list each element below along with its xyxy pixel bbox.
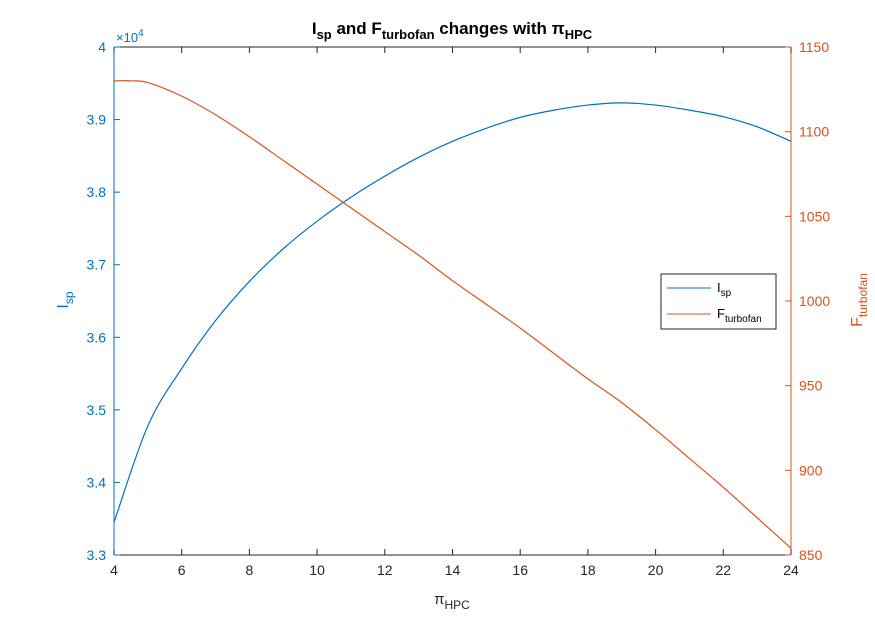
- x-tick-label: 14: [445, 562, 461, 578]
- x-tick-label: 18: [580, 562, 596, 578]
- x-tick-label: 12: [377, 562, 393, 578]
- right-axis-label: Fturbofan: [849, 273, 870, 327]
- x-tick-label: 4: [110, 562, 118, 578]
- left-tick-label: 3.6: [87, 329, 107, 345]
- x-tick-label: 8: [246, 562, 254, 578]
- left-tick-label: 4: [98, 39, 106, 55]
- legend: Isp Fturbofan: [660, 273, 777, 330]
- right-tick-label: 900: [799, 462, 823, 478]
- right-tick-label: 950: [799, 378, 823, 394]
- axis-ticks: 4 6 8 10 12 14 16 18 20 22 24 3.3 3.4 3.5 3.6 3.7 3.8 3.9…: [87, 39, 831, 578]
- legend-box: [660, 273, 777, 330]
- left-tick-label: 3.3: [87, 547, 107, 563]
- x-tick-label: 16: [512, 562, 528, 578]
- x-tick-label: 10: [309, 562, 325, 578]
- left-axis-exponent: ×104: [116, 28, 144, 45]
- left-tick-label: 3.5: [87, 402, 107, 418]
- chart-title: Isp and Fturbofan changes with πHPC: [312, 19, 593, 42]
- right-tick-label: 1000: [799, 293, 830, 309]
- x-tick-label: 22: [716, 562, 732, 578]
- x-axis-label: πHPC: [434, 591, 470, 612]
- right-tick-label: 850: [799, 547, 823, 563]
- series-line-isp: [113, 102, 792, 523]
- left-axis-label: Isp: [55, 291, 76, 308]
- series-layer: [113, 80, 792, 549]
- right-tick-label: 1050: [799, 208, 830, 224]
- x-tick-label: 24: [783, 562, 799, 578]
- right-tick-label: 1150: [799, 39, 829, 55]
- left-tick-label: 3.7: [87, 257, 107, 273]
- left-tick-label: 3.8: [87, 184, 107, 200]
- x-tick-label: 6: [178, 562, 186, 578]
- legend-label-f: Fturbofan: [717, 306, 762, 325]
- left-tick-label: 3.4: [87, 474, 107, 490]
- x-tick-label: 20: [648, 562, 664, 578]
- legend-label-isp: Isp: [717, 280, 732, 299]
- right-tick-label: 1100: [799, 124, 829, 140]
- left-tick-label: 3.9: [87, 112, 107, 128]
- series-line-f: [113, 80, 792, 549]
